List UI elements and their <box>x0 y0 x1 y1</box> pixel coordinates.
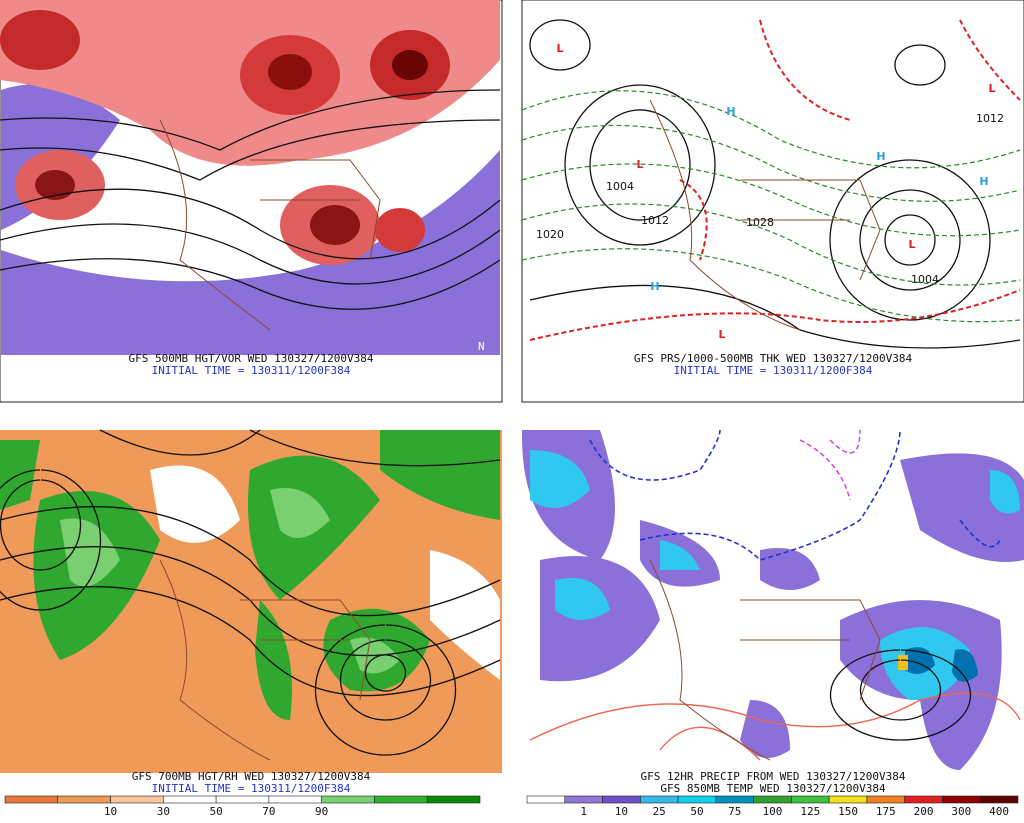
colorbar-swatch <box>942 795 981 804</box>
colorbars: 10 30 50 70 90 1 10 25 50 75 100 125 150 175 200 300 400 <box>4 795 1019 818</box>
colorbar-label: 75 <box>728 805 741 818</box>
colorbar-label: 400 <box>989 805 1009 818</box>
pressure-center: H <box>979 175 988 188</box>
caption-2: GFS 850MB TEMP WED 130327/1200V384 <box>660 782 886 795</box>
panel-pressure: L L L L L H H H H 1004 1012 1020 1028 1004 1012 <box>521 0 1024 403</box>
pressure-center: L <box>988 82 995 95</box>
isobar-label: 1028 <box>746 216 774 229</box>
colorbar-label: 100 <box>763 805 783 818</box>
colorbar-label: 50 <box>209 805 222 818</box>
colorbar-label: 50 <box>690 805 703 818</box>
colorbar-swatch <box>564 795 603 804</box>
pressure-center: H <box>650 280 659 293</box>
colorbar-swatch <box>715 795 754 804</box>
isobar-label: 1004 <box>911 273 939 286</box>
colorbar-label: 200 <box>914 805 934 818</box>
colorbar-swatch <box>215 795 270 804</box>
caption: GFS 700MB HGT/RH WED 130327/1200V384 <box>132 770 371 783</box>
colorbar-swatch <box>321 795 375 804</box>
caption: GFS 500MB HGT/VOR WED 130327/1200V384 <box>128 352 373 365</box>
colorbar-swatch <box>791 795 830 804</box>
colorbar-swatch <box>163 795 217 804</box>
colorbar-label: 175 <box>876 805 896 818</box>
colorbar-swatch <box>526 795 566 804</box>
colorbar-swatch <box>979 795 1019 804</box>
colorbar-label: 10 <box>615 805 628 818</box>
colorbar-label: 300 <box>951 805 971 818</box>
pressure-center: L <box>636 158 643 171</box>
caption: GFS 12HR PRECIP FROM WED 130327/1200V384 <box>641 770 906 783</box>
colorbar-label: 150 <box>838 805 858 818</box>
caption: GFS PRS/1000-500MB THK WED 130327/1200V3… <box>634 352 913 365</box>
colorbar-label: 30 <box>157 805 170 818</box>
colorbar-label: 10 <box>104 805 117 818</box>
colorbar-label: 1 <box>580 805 587 818</box>
colorbar-swatch <box>866 795 905 804</box>
colorbar-swatch <box>677 795 717 804</box>
colorbar-swatch <box>828 795 868 804</box>
colorbar-swatch <box>110 795 164 804</box>
colorbar-swatch <box>57 795 111 804</box>
isobar-label: 1004 <box>606 180 634 193</box>
colorbar-swatch <box>426 795 481 804</box>
pressure-center: H <box>726 105 735 118</box>
panel-700mb <box>0 429 502 773</box>
colorbar-label: 90 <box>315 805 328 818</box>
initial-time: INITIAL TIME = 130311/1200F384 <box>152 782 351 795</box>
colorbar-swatch <box>640 795 679 804</box>
initial-time: INITIAL TIME = 130311/1200F384 <box>674 364 873 377</box>
pressure-center: L <box>718 328 725 341</box>
isobar-label: 1012 <box>641 214 669 227</box>
colorbar-swatch <box>602 795 641 804</box>
isobar-label: 1012 <box>976 112 1004 125</box>
pressure-center: L <box>556 42 563 55</box>
map-labels: L L L L L H H H H 1004 1012 1020 1028 1004 1012 <box>536 42 1004 341</box>
colorbar-swatch <box>753 795 792 804</box>
colorbar-label: 70 <box>262 805 275 818</box>
colorbar-swatch <box>904 795 943 804</box>
colorbar-swatch <box>374 795 428 804</box>
isobar-label: 1020 <box>536 228 564 241</box>
pressure-center: L <box>908 238 915 251</box>
colorbar-label: 25 <box>653 805 666 818</box>
panel-500mb: N <box>0 0 503 403</box>
map-marker: N <box>478 340 485 353</box>
colorbar-label: 125 <box>800 805 820 818</box>
panel-precip <box>521 429 1024 773</box>
colorbar-swatch <box>4 795 59 804</box>
initial-time: INITIAL TIME = 130311/1200F384 <box>152 364 351 377</box>
pressure-center: H <box>876 150 885 163</box>
colorbar-swatch <box>268 795 322 804</box>
